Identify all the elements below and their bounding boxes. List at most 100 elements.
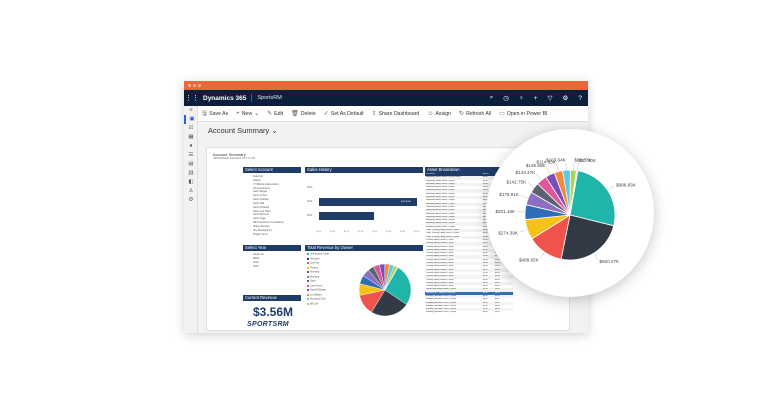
account-option[interactable]: Aaron Hubbard [253, 205, 270, 209]
pie-slice[interactable] [384, 267, 412, 305]
table-row[interactable]: Ticketing | Away Games | Physio$0.0K$0.0… [425, 268, 513, 272]
nav-assets-icon[interactable]: ▥ [188, 170, 194, 176]
nav-documents-icon[interactable]: ▤ [188, 161, 194, 167]
table-row[interactable]: Ticketing | Away Games | Physio$0.0K$0.0… [425, 281, 513, 286]
pie-leader-line [517, 211, 526, 213]
table-cell: $0.0K [483, 308, 488, 311]
nav-accounts-icon[interactable]: ▦ [188, 134, 194, 140]
search-icon[interactable]: ⌕ [489, 94, 494, 101]
account-option[interactable]: Aaron Vega [253, 217, 266, 221]
task-icon[interactable]: ◷ [503, 95, 509, 102]
table-cell: Ticketing | Away Games | Physio [426, 262, 454, 265]
new-button[interactable]: + New ⌄ [236, 110, 259, 118]
legend-item: Finance [307, 266, 329, 272]
legend-label: Leo Ballard [310, 294, 322, 297]
filter-icon[interactable]: ▽ [547, 95, 553, 102]
table-cell: $0.0K [483, 196, 488, 199]
sales-year-label: 2022 [307, 200, 313, 203]
year-option[interactable]: Select all [253, 253, 264, 256]
page-title[interactable]: Account Summary ⌄ [208, 126, 278, 135]
table-cell: Ticketing | Away Games | Physio [426, 248, 454, 251]
year-option[interactable]: Blank [253, 257, 260, 260]
table-cell: $0.0K [483, 262, 488, 265]
table-row[interactable]: Ticketing | Away Games | Physio$0.0K$0.0… [425, 279, 513, 282]
account-option[interactable]: Select all [253, 175, 263, 178]
nav-dashboard-icon[interactable]: ▣ [184, 115, 198, 124]
table-row[interactable]: Unallocated | Away Games | Physio $0.0K $0… [425, 288, 513, 292]
table-row[interactable]: Branding | Assistant Coach | Physio $0.0K… [425, 308, 513, 312]
pie-slice[interactable] [560, 214, 615, 261]
table-row[interactable]: Ticketing | Away Games | Physio$0.0K$0.0… [425, 265, 513, 268]
nav-contacts-icon[interactable]: ● [189, 143, 193, 149]
nav-activities-icon[interactable]: ☑ [188, 125, 194, 131]
table-cell: $0.0K [483, 192, 488, 195]
pie-slice[interactable] [569, 170, 579, 216]
app-header: ⋮⋮ Dynamics 365 SportsRM ⌕ ◷ ♀ + ▽ ⚙? [184, 90, 588, 106]
table-cell: $0.0K [495, 291, 500, 294]
table-row[interactable]: Branding | Assistant Coach | Physio $0.0K… [425, 305, 513, 308]
legend-swatch [307, 271, 309, 274]
legend-item: Stenwood Cole [307, 298, 329, 303]
table-row[interactable]: Ticketing | Away Games | Physio$0.0K$0.0… [425, 275, 513, 279]
nav-users-icon[interactable]: ♙ [188, 188, 194, 194]
legend-swatch [307, 280, 309, 283]
table-cell: $0.0K [483, 288, 488, 291]
table-row[interactable]: Branding | Assistant Coach | Physio $0.0K… [425, 311, 513, 314]
save-as-button[interactable]: 🖫 Save As [202, 109, 228, 119]
nav-list-icon[interactable]: ☰ [188, 152, 194, 158]
nav-reports-icon[interactable]: ◧ [188, 179, 194, 185]
plus-icon[interactable]: + [533, 94, 538, 102]
legend-swatch [307, 298, 309, 301]
set-default-button[interactable]: ✓ Set As Default [324, 110, 364, 118]
share-dashboard-button[interactable]: ⇪ Share Dashboard [372, 110, 420, 118]
table-row[interactable]: Ticketing | Away Games | Physio$0.0K$0.0… [425, 259, 513, 262]
table-cell: Ticketing | Away Games | Physio [426, 258, 454, 261]
table-cell: $0.0K [483, 216, 495, 219]
table-row[interactable]: Branding | Assistant Coach | Physio $0.0K… [425, 301, 513, 305]
help-icon[interactable]: ? [578, 94, 582, 102]
account-option[interactable]: Aaron Boggs [253, 190, 267, 194]
table-row[interactable]: Branding | Assistant Coach | Physio $0.0K… [425, 298, 513, 301]
account-option[interactable]: Aaron Lea Sales [253, 209, 271, 213]
refresh-all-button[interactable]: ↻ Refresh All [459, 110, 491, 118]
table-row[interactable]: Ticketing | Away Games | Physio$0.0K$0.0… [425, 272, 513, 275]
account-option[interactable]: Atlanta [253, 178, 261, 182]
table-row[interactable]: Ticketing | Away Games | Physio$0.0K$0.0… [425, 262, 513, 266]
edit-button[interactable]: ✎ Edit [267, 110, 283, 118]
account-option[interactable]: Abbey Sanchez [253, 224, 270, 228]
table-cell: $0.0K [495, 285, 500, 288]
app-launcher-icon[interactable]: ⋮⋮ [185, 95, 199, 102]
app-name: Dynamics 365 [203, 94, 247, 102]
account-option[interactable]: Aaron Cohen [253, 194, 268, 198]
pie-slice[interactable] [384, 266, 399, 291]
gear-icon[interactable]: ⚙ [562, 95, 569, 102]
legend-item: Cole Fax [307, 262, 329, 267]
table-row[interactable]: Ticketing | Away Games | Physio$0.0K$0.0… [425, 285, 513, 288]
account-option[interactable]: 77 Wildcat & Entertainm.. [253, 182, 280, 186]
assign-button[interactable]: ☺ Assign [427, 111, 451, 117]
nav-settings-icon[interactable]: ⚙ [188, 197, 194, 203]
delete-button[interactable]: 🗑 Delete [291, 110, 316, 118]
account-option[interactable]: 5th Investments [253, 186, 270, 190]
account-option[interactable]: Abigail Turner [253, 232, 268, 236]
revenue-pie-large: $986.83K $920.07K $489.83K $274.39K $201.16K… [495, 158, 636, 264]
pie-slice[interactable] [371, 289, 407, 317]
account-option[interactable]: Aaron Fairfield [253, 198, 269, 202]
table-row[interactable]: Branding | Assistant Coach | Physio $0.0K… [425, 294, 513, 299]
account-option[interactable]: Aaron Samson [253, 213, 269, 217]
table-row[interactable]: Unallocated | Corporate Hospitality $0.0K… [425, 291, 513, 295]
table-cell: Hospitality | Away Games | Physio [426, 222, 455, 225]
sales-bar[interactable] [319, 212, 374, 220]
account-option[interactable]: Aaron Hall [253, 201, 265, 205]
open-power-bi-button[interactable]: ▭ Open in Power BI [499, 110, 547, 118]
year-option[interactable]: 2023 [253, 261, 259, 264]
lightbulb-icon[interactable]: ♀ [518, 94, 524, 102]
year-option[interactable]: 2021 [253, 265, 259, 268]
account-option[interactable]: ABC Investment Consultants [253, 221, 284, 225]
pie-data-label: $179.91K [499, 192, 520, 197]
nav-menu-icon[interactable]: ≡ [189, 107, 193, 113]
pie-leader-line [573, 162, 575, 171]
sales-bar[interactable] [319, 198, 417, 206]
account-option[interactable]: Abe Reinhardt Inc [253, 228, 273, 232]
table-cell: $0.0K [483, 245, 488, 248]
